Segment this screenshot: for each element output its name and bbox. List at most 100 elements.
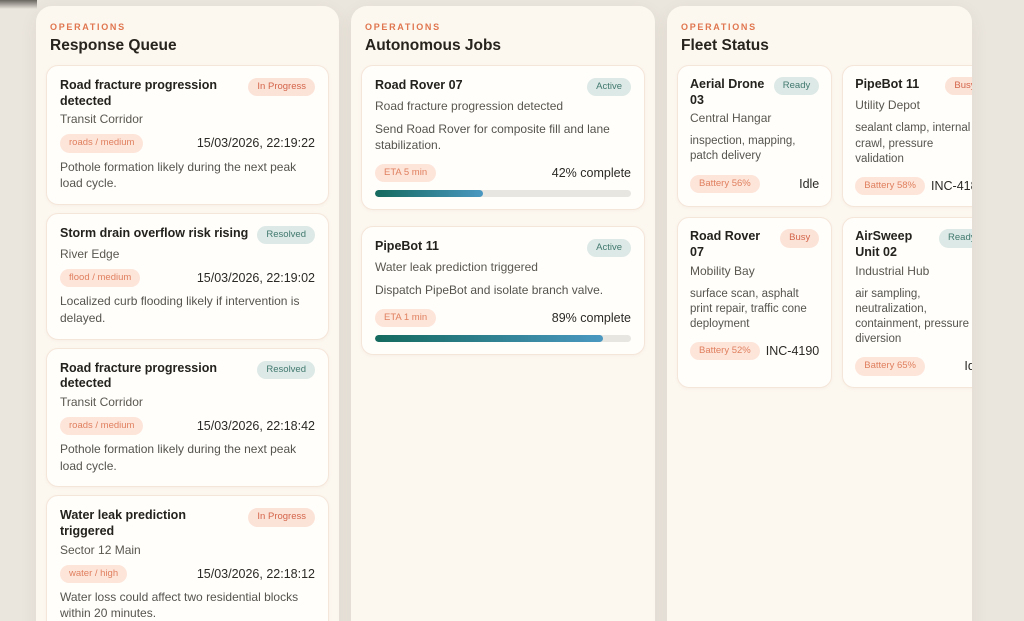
- fleet-unit-grid: Aerial Drone 03 Ready Central Hangar ins…: [677, 65, 972, 388]
- incident-title: Road fracture progression detected: [60, 360, 217, 391]
- job-card[interactable]: Road Rover 07 Active Road fracture progr…: [361, 65, 645, 210]
- incident-title: Water leak prediction triggered: [60, 508, 186, 538]
- fleet-unit-location: Utility Depot: [855, 98, 920, 113]
- job-progress-fill: [375, 335, 603, 343]
- incident-timestamp: 15/03/2026, 22:19:22: [196, 136, 315, 151]
- fleet-status-eyebrow: OPERATIONS: [681, 22, 757, 32]
- fleet-status-badge: Busy: [945, 77, 972, 96]
- fleet-unit-footer: Battery 58% INC-4187: [855, 176, 972, 196]
- job-list: Road Rover 07 Active Road fracture progr…: [361, 65, 645, 356]
- incident-meta-row: roads / medium 15/03/2026, 22:19:22: [60, 134, 315, 153]
- job-progress-row: ETA 1 min 89% complete: [375, 309, 631, 328]
- incident-card-head: Road fracture progression detected Resol…: [60, 360, 315, 392]
- fleet-card-head: AirSweep Unit 02 Ready: [855, 229, 972, 260]
- fleet-assignment-label: Idle: [964, 359, 972, 374]
- job-status-badge: Active: [587, 78, 631, 97]
- incident-description: Water loss could affect two residential …: [60, 589, 299, 621]
- job-card[interactable]: PipeBot 11 Active Water leak prediction …: [361, 225, 645, 356]
- fleet-unit-footer: Battery 52% INC-4190: [690, 342, 820, 361]
- fleet-status-badge: Ready: [773, 77, 820, 96]
- fleet-battery-tag: Battery 56%: [690, 174, 760, 193]
- fleet-unit-card[interactable]: PipeBot 11 Busy Utility Depot sealant cl…: [842, 65, 972, 208]
- incident-location: River Edge: [60, 247, 120, 262]
- autonomous-jobs-eyebrow: OPERATIONS: [365, 22, 441, 32]
- fleet-status-title: Fleet Status: [681, 37, 769, 54]
- fleet-card-head: Road Rover 07 Busy: [690, 229, 820, 260]
- job-progress-track: [375, 335, 631, 343]
- autonomous-jobs-header: OPERATIONS Autonomous Jobs: [361, 16, 645, 65]
- job-progress-track: [375, 189, 631, 197]
- fleet-card-head: PipeBot 11 Busy: [855, 77, 972, 96]
- response-queue-eyebrow: OPERATIONS: [50, 22, 126, 32]
- fleet-status-header: OPERATIONS Fleet Status: [677, 16, 962, 65]
- job-progress-label: 42% complete: [551, 165, 631, 180]
- incident-description: Pothole formation likely during the next…: [60, 442, 297, 473]
- fleet-unit-capabilities: inspection, mapping, patch delivery: [690, 135, 796, 163]
- fleet-unit-name: PipeBot 11: [855, 77, 920, 91]
- fleet-unit-location: Industrial Hub: [855, 263, 930, 278]
- fleet-unit-name: AirSweep Unit 02: [855, 229, 913, 259]
- incident-location: Sector 12 Main: [60, 542, 141, 557]
- job-incident-ref: Water leak prediction triggered: [375, 260, 538, 275]
- incident-timestamp: 15/03/2026, 22:19:02: [196, 271, 315, 286]
- job-progress-label: 89% complete: [551, 311, 631, 326]
- fleet-battery-tag: Battery 58%: [855, 176, 925, 196]
- autonomous-jobs-panel: OPERATIONS Autonomous Jobs Road Rover 07…: [351, 6, 655, 621]
- incident-category-tag: roads / medium: [60, 134, 144, 153]
- incident-location: Transit Corridor: [60, 112, 143, 127]
- job-eta-tag: ETA 1 min: [375, 309, 437, 328]
- fleet-unit-name: Aerial Drone 03: [690, 77, 765, 107]
- incident-card[interactable]: Road fracture progression detected Resol…: [46, 347, 329, 488]
- incident-title: Road fracture progression detected: [60, 78, 217, 108]
- job-incident-ref: Road fracture progression detected: [375, 99, 564, 114]
- fleet-unit-footer: Battery 65% Idle: [855, 357, 972, 376]
- fleet-unit-card[interactable]: Road Rover 07 Busy Mobility Bay surface …: [677, 217, 833, 388]
- incident-card-head: Storm drain overflow risk rising Resolve…: [60, 225, 315, 245]
- job-status-badge: Active: [587, 238, 631, 258]
- incident-meta-row: water / high 15/03/2026, 22:18:12: [60, 564, 315, 583]
- incident-status-badge: Resolved: [257, 360, 315, 379]
- incident-category-tag: flood / medium: [60, 269, 141, 288]
- incident-category-tag: roads / medium: [60, 416, 144, 436]
- fleet-status-badge: Ready: [939, 229, 972, 248]
- fleet-unit-location: Mobility Bay: [690, 263, 755, 278]
- incident-meta-row: roads / medium 15/03/2026, 22:18:42: [60, 416, 315, 436]
- job-eta-tag: ETA 5 min: [375, 163, 437, 182]
- fleet-unit-capabilities: air sampling, neutralization, containmen…: [855, 287, 970, 346]
- incident-description: Localized curb flooding likely if interv…: [60, 294, 300, 326]
- response-queue-panel: OPERATIONS Response Queue Road fracture …: [36, 6, 339, 621]
- incident-card-head: Road fracture progression detected In Pr…: [60, 78, 315, 109]
- incident-timestamp: 15/03/2026, 22:18:42: [196, 418, 315, 433]
- incident-location: Transit Corridor: [60, 394, 143, 409]
- fleet-unit-name: Road Rover 07: [690, 229, 761, 259]
- incident-title: Storm drain overflow risk rising: [60, 225, 249, 240]
- fleet-assignment-label: INC-4190: [765, 344, 820, 359]
- fleet-status-panel: OPERATIONS Fleet Status Aerial Drone 03 …: [667, 6, 972, 621]
- job-card-head: PipeBot 11 Active: [375, 238, 631, 258]
- response-queue-header: OPERATIONS Response Queue: [46, 16, 329, 65]
- job-progress-fill: [375, 189, 483, 197]
- fleet-unit-card[interactable]: Aerial Drone 03 Ready Central Hangar ins…: [677, 65, 833, 208]
- incident-meta-row: flood / medium 15/03/2026, 22:19:02: [60, 269, 315, 288]
- incident-card[interactable]: Storm drain overflow risk rising Resolve…: [46, 212, 329, 340]
- fleet-assignment-label: INC-4187: [931, 179, 972, 194]
- response-queue-title: Response Queue: [50, 37, 177, 54]
- fleet-battery-tag: Battery 52%: [690, 342, 760, 361]
- incident-status-badge: Resolved: [257, 225, 315, 245]
- job-card-head: Road Rover 07 Active: [375, 78, 631, 97]
- incident-card[interactable]: Road fracture progression detected In Pr…: [46, 65, 329, 205]
- incident-timestamp: 15/03/2026, 22:18:12: [196, 566, 315, 581]
- incident-status-badge: In Progress: [248, 508, 315, 527]
- autonomous-jobs-title: Autonomous Jobs: [365, 37, 502, 54]
- incident-card[interactable]: Water leak prediction triggered In Progr…: [46, 495, 329, 621]
- job-action-text: Send Road Rover for composite fill and l…: [375, 122, 610, 153]
- fleet-battery-tag: Battery 65%: [855, 357, 925, 376]
- incident-list: Road fracture progression detected In Pr…: [46, 65, 329, 621]
- fleet-unit-capabilities: surface scan, asphalt print repair, traf…: [690, 287, 807, 330]
- fleet-unit-capabilities: sealant clamp, internal crawl, pressure …: [855, 122, 971, 165]
- fleet-unit-footer: Battery 56% Idle: [690, 174, 819, 193]
- fleet-unit-location: Central Hangar: [690, 111, 772, 126]
- fleet-unit-card[interactable]: AirSweep Unit 02 Ready Industrial Hub ai…: [842, 217, 972, 388]
- job-action-text: Dispatch PipeBot and isolate branch valv…: [375, 283, 604, 298]
